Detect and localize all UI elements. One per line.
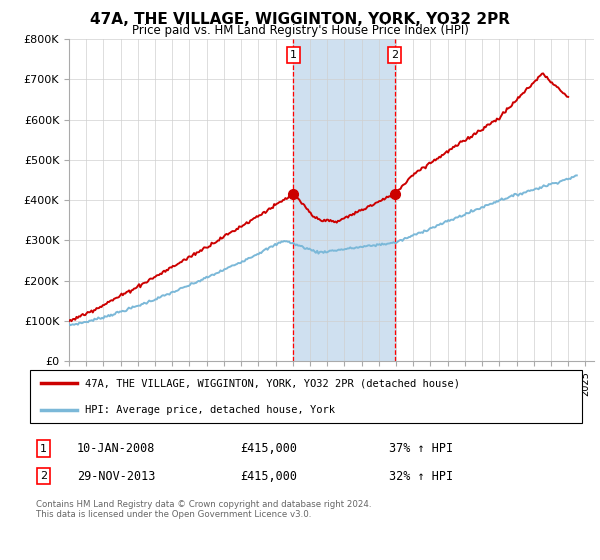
FancyBboxPatch shape <box>30 370 582 423</box>
Text: Contains HM Land Registry data © Crown copyright and database right 2024.
This d: Contains HM Land Registry data © Crown c… <box>35 500 371 519</box>
Text: 47A, THE VILLAGE, WIGGINTON, YORK, YO32 2PR: 47A, THE VILLAGE, WIGGINTON, YORK, YO32 … <box>90 12 510 27</box>
Bar <box>293 39 395 361</box>
Text: 37% ↑ HPI: 37% ↑ HPI <box>389 442 453 455</box>
Text: £415,000: £415,000 <box>240 442 297 455</box>
Text: HPI: Average price, detached house, York: HPI: Average price, detached house, York <box>85 405 335 415</box>
Text: 2: 2 <box>40 472 47 482</box>
Text: Price paid vs. HM Land Registry's House Price Index (HPI): Price paid vs. HM Land Registry's House … <box>131 24 469 36</box>
Text: 10-JAN-2008: 10-JAN-2008 <box>77 442 155 455</box>
Text: £415,000: £415,000 <box>240 470 297 483</box>
Text: 47A, THE VILLAGE, WIGGINTON, YORK, YO32 2PR (detached house): 47A, THE VILLAGE, WIGGINTON, YORK, YO32 … <box>85 379 460 389</box>
Text: 32% ↑ HPI: 32% ↑ HPI <box>389 470 453 483</box>
Text: 29-NOV-2013: 29-NOV-2013 <box>77 470 155 483</box>
Text: 2: 2 <box>391 50 398 60</box>
Text: 1: 1 <box>40 444 47 454</box>
Text: 1: 1 <box>290 50 297 60</box>
